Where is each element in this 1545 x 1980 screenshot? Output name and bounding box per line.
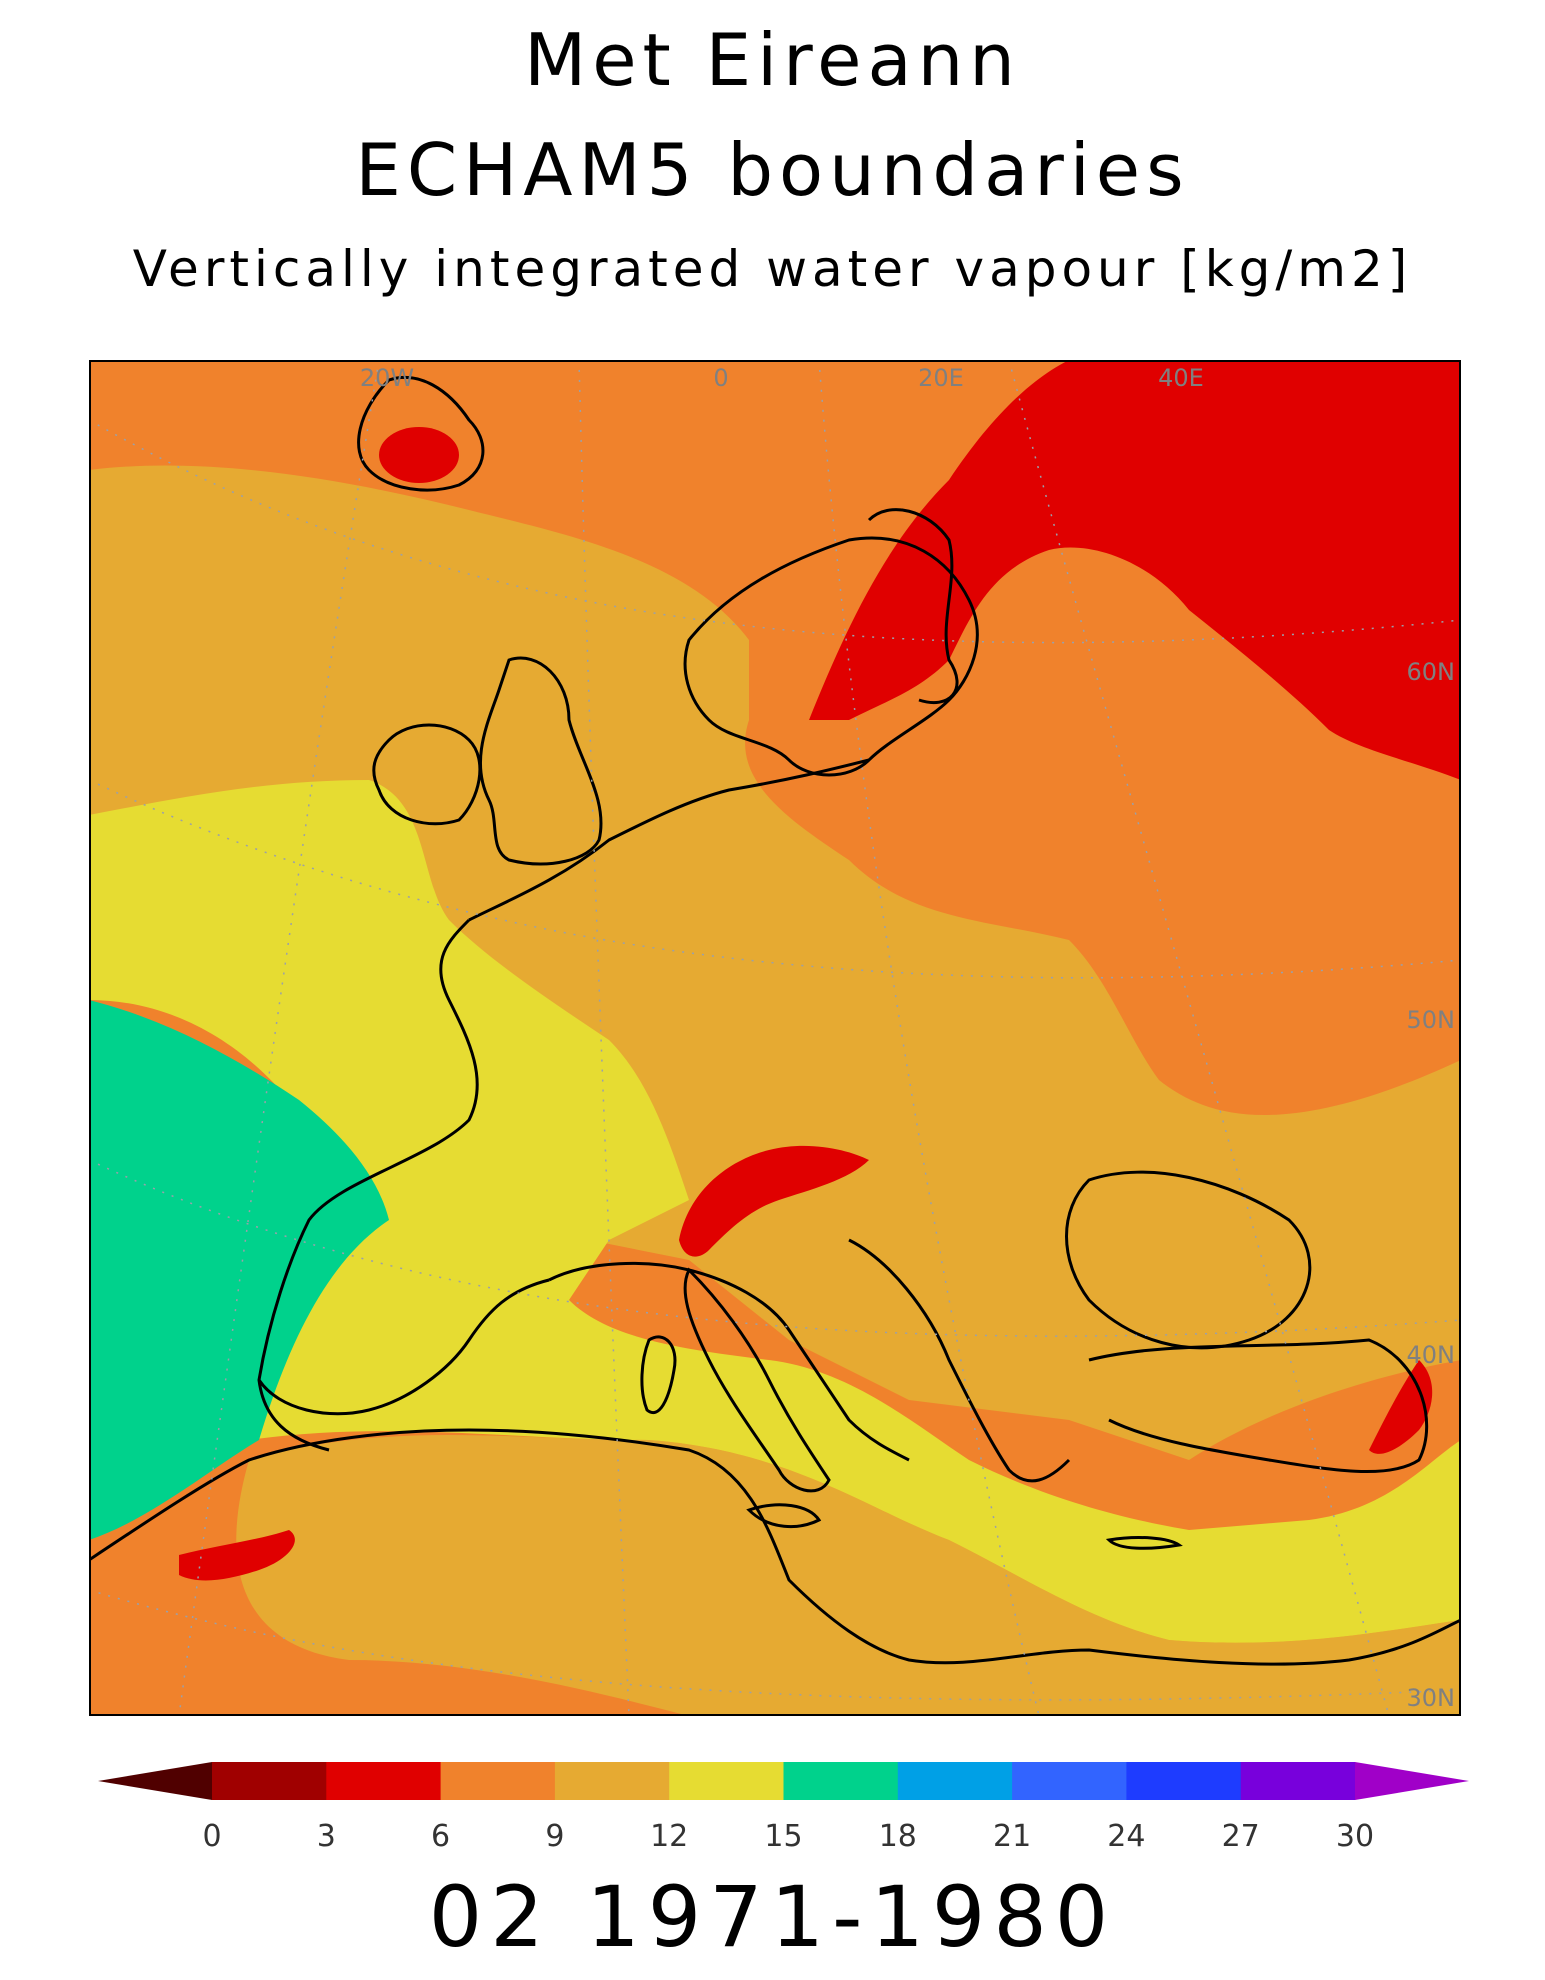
coast-crete — [1105, 1536, 1183, 1550]
colorbar-segment — [1012, 1762, 1127, 1800]
coast-baltic — [867, 508, 959, 705]
colorbar-tick-label: 9 — [545, 1819, 564, 1854]
colorbar-segment — [669, 1762, 784, 1800]
coast-iceland — [357, 375, 485, 492]
field-red-atlas — [179, 1530, 295, 1581]
period-label: 02 1971-1980 — [428, 1868, 1117, 1966]
colorbar-ticks: 0 3 6 9 12 15 18 21 24 27 30 — [202, 1819, 1374, 1854]
graticule — [89, 360, 1461, 1716]
coast-iberia — [257, 1278, 550, 1416]
title-line-1: Met Eireann — [524, 18, 1021, 102]
graticule-lon-40e — [1008, 360, 1390, 1716]
field-gold-region — [89, 465, 1461, 1460]
colorbar-segment — [897, 1762, 1013, 1800]
field-red-alps — [679, 1145, 869, 1257]
colorbar-tick-label: 0 — [202, 1819, 221, 1854]
coast-north-africa — [89, 1428, 1461, 1666]
label-lon-20e: 20E — [918, 364, 964, 392]
graticule-lon-20w — [178, 360, 380, 1716]
coast-turkey — [1088, 1338, 1429, 1473]
coast-italy — [683, 1267, 831, 1493]
label-lat-50n: 50N — [1407, 1006, 1456, 1034]
field-yellow-region — [89, 780, 1461, 1643]
colorbar-tick-label: 21 — [993, 1819, 1031, 1854]
colorbar-segment — [212, 1762, 327, 1800]
colorbar-segment — [440, 1762, 556, 1800]
coast-mediterranean-north — [548, 1261, 910, 1462]
coast-black-sea — [1065, 1170, 1312, 1350]
colorbar-tick-label: 27 — [1222, 1819, 1260, 1854]
graticule-lat-60n — [89, 419, 1461, 644]
colorbar-segment — [326, 1762, 442, 1800]
map-canvas: 20W 0 20E 40E 60N 50N 40N 30N — [89, 360, 1461, 1716]
colorbar-segment — [1240, 1762, 1356, 1800]
coastlines — [89, 375, 1461, 1666]
label-lat-40n: 40N — [1407, 1341, 1456, 1369]
label-lat-60n: 60N — [1407, 658, 1456, 686]
colorbar-segment — [554, 1762, 670, 1800]
label-lon-0: 0 — [713, 364, 728, 392]
colorbar-tick-label: 12 — [650, 1819, 688, 1854]
colorbar-below-arrow — [98, 1762, 212, 1800]
colorbar-tick-label: 15 — [764, 1819, 802, 1854]
coast-sicily — [746, 1503, 822, 1529]
graticule-lon-0 — [578, 360, 630, 1716]
coast-scandinavia — [683, 536, 979, 777]
field-gold-africa — [236, 1435, 1461, 1716]
colorbar-tick-label: 3 — [317, 1819, 336, 1854]
map-frame — [89, 360, 1461, 1716]
map-panel: 20W 0 20E 40E 60N 50N 40N 30N — [89, 360, 1461, 1716]
field-red-iceland — [379, 427, 459, 483]
colorbar-tick-label: 6 — [431, 1819, 450, 1854]
coast-corsica-sardinia — [640, 1335, 677, 1414]
field-green-atlantic — [89, 1000, 389, 1540]
title-line-3: Vertically integrated water vapour [kg/m… — [132, 240, 1413, 298]
title-line-2: ECHAM5 boundaries — [355, 128, 1190, 212]
label-lat-30n: 30N — [1407, 1684, 1456, 1712]
colorbar-segments — [212, 1762, 1356, 1800]
label-lon-20w: 20W — [360, 364, 414, 392]
colorbar-above-arrow — [1355, 1762, 1469, 1800]
colorbar-segment — [783, 1762, 899, 1800]
colorbar: 0 3 6 9 12 15 18 21 24 27 30 — [98, 1762, 1469, 1854]
colorbar-segment — [1126, 1762, 1242, 1800]
coast-ireland — [372, 723, 482, 826]
colorbar-tick-label: 24 — [1107, 1819, 1145, 1854]
colorbar-tick-label: 30 — [1336, 1819, 1374, 1854]
coast-britain — [478, 656, 603, 866]
label-lon-40e: 40E — [1158, 364, 1204, 392]
colorbar-tick-label: 18 — [879, 1819, 917, 1854]
field-red-northeast — [809, 360, 1461, 780]
